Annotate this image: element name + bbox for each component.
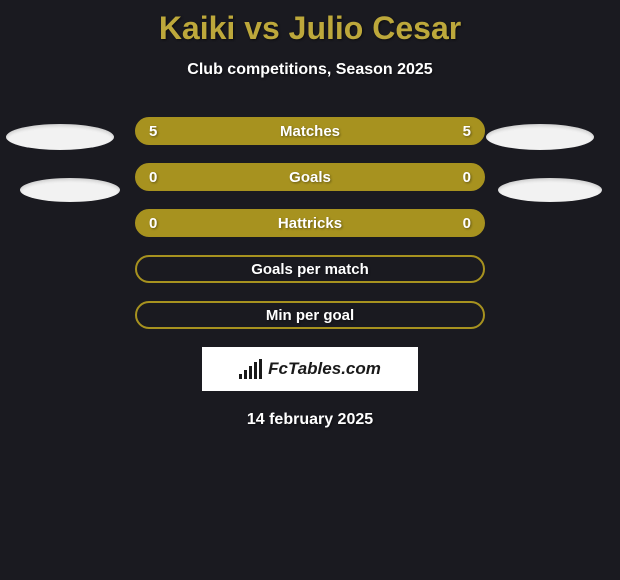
stat-right-value: 0 [463,169,471,186]
placeholder-ellipse [6,124,114,150]
stat-row-matches: 5 Matches 5 [135,117,485,145]
stat-left-value: 5 [149,123,157,140]
stat-row-min-per-goal: Min per goal [135,301,485,329]
placeholder-ellipse [20,178,120,202]
stat-label: Goals per match [251,261,369,278]
date-text: 14 february 2025 [0,411,620,429]
page-title: Kaiki vs Julio Cesar [0,0,620,47]
stat-right-value: 0 [463,215,471,232]
stat-row-hattricks: 0 Hattricks 0 [135,209,485,237]
stat-row-goals: 0 Goals 0 [135,163,485,191]
stat-label: Goals [289,169,331,186]
subtitle: Club competitions, Season 2025 [0,61,620,79]
stat-left-value: 0 [149,169,157,186]
stat-left-value: 0 [149,215,157,232]
logo-box: FcTables.com [202,347,418,391]
placeholder-ellipse [498,178,602,202]
placeholder-ellipse [486,124,594,150]
stat-right-value: 5 [463,123,471,140]
logo-text: FcTables.com [268,359,381,379]
stat-label: Min per goal [266,307,354,324]
logo-bars-icon [239,359,262,379]
stat-label: Hattricks [278,215,342,232]
stat-label: Matches [280,123,340,140]
stat-row-goals-per-match: Goals per match [135,255,485,283]
